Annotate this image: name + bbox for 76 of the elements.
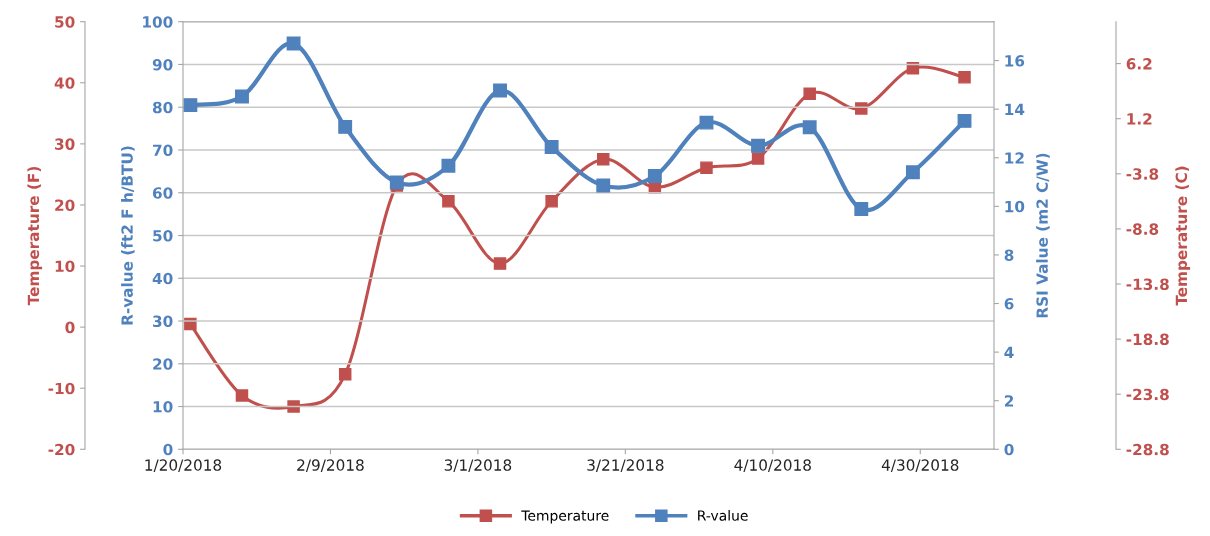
y2-tick-label: -8.8 (1126, 223, 1159, 235)
y-tick-label: 20 (153, 358, 173, 370)
y-tick-label: -20 (48, 443, 75, 456)
point (441, 158, 456, 173)
point (855, 102, 868, 115)
x-tick-label: 3/1/2018 (444, 459, 512, 473)
y-tick-label: 40 (152, 272, 173, 285)
y2-tick-label: 0 (1004, 443, 1014, 456)
point (854, 202, 869, 216)
legend-label: R-value (698, 510, 748, 521)
y-tick-label: 90 (152, 58, 173, 71)
y2-tick-label: -18.8 (1126, 333, 1169, 346)
y2-tick-label: 12 (1005, 152, 1024, 164)
y-tick-label: 70 (153, 144, 173, 156)
y-tick-label: -10 (48, 382, 75, 395)
point (647, 169, 662, 184)
x-tick-label: 4/10/2018 (734, 459, 811, 473)
point (235, 89, 249, 104)
point (544, 140, 559, 154)
point (493, 257, 507, 270)
point (183, 98, 198, 113)
point (389, 175, 404, 190)
y2-tick-label: -13.8 (1126, 278, 1169, 291)
y2-tick-label: 10 (1005, 200, 1025, 213)
y2-tick-label: 2 (1004, 395, 1014, 407)
y-axis-title: Temperature (F) (27, 167, 43, 306)
point (545, 195, 558, 208)
x-tick-label: 2/9/2018 (297, 459, 364, 473)
point (493, 83, 507, 98)
y2-axis-title: Temperature (C) (1175, 166, 1191, 306)
y2-tick-label: 6 (1004, 298, 1014, 310)
y-tick-label: 80 (152, 101, 173, 114)
y-tick-label: 10 (153, 401, 173, 413)
y-tick-label: 50 (153, 229, 173, 242)
y-tick-label: 30 (153, 315, 173, 328)
y-tick-label: 10 (55, 260, 75, 273)
y2-tick-label: 1.2 (1127, 113, 1152, 125)
y-tick-label: 50 (55, 16, 75, 28)
point (596, 152, 610, 166)
point (802, 120, 817, 135)
x-tick-label: 4/30/2018 (881, 459, 959, 473)
point (699, 115, 714, 130)
y-tick-label: 0 (163, 443, 173, 456)
point (958, 71, 971, 84)
legend-label: Temperature (521, 510, 609, 524)
y2-tick-label: -28.8 (1126, 443, 1169, 456)
y2-tick-label: 4 (1004, 346, 1014, 358)
point (751, 152, 765, 165)
point (235, 389, 249, 402)
y-axis-title: R-value (ft2 F h/BTU) (121, 146, 135, 325)
y2-tick-label: -3.8 (1126, 168, 1159, 180)
y2-tick-label: 14 (1005, 103, 1025, 115)
point (286, 36, 301, 51)
point (751, 138, 766, 153)
x-tick-label: 1/20/2018 (145, 459, 222, 473)
point (338, 367, 352, 381)
y2-tick-label: 6.2 (1126, 58, 1152, 70)
y2-axis-title: RSI Value (m2 C/W) (1036, 153, 1050, 318)
y-tick-label: 60 (152, 187, 173, 199)
y-tick-label: 0 (65, 321, 75, 334)
point (905, 165, 920, 180)
x-tick-label: 3/21/2018 (587, 459, 664, 473)
y-tick-label: 40 (54, 77, 75, 89)
y2-tick-label: 8 (1004, 249, 1014, 261)
point (442, 195, 455, 208)
point (338, 119, 353, 134)
point (287, 400, 300, 413)
point (596, 178, 611, 193)
point (700, 161, 713, 174)
point (957, 113, 972, 128)
y2-tick-label: -23.8 (1126, 388, 1169, 401)
y-tick-label: 30 (55, 138, 75, 150)
y2-tick-label: 16 (1005, 55, 1025, 67)
y-tick-label: 20 (55, 199, 75, 211)
y-tick-label: 100 (143, 16, 173, 28)
point (803, 87, 816, 101)
